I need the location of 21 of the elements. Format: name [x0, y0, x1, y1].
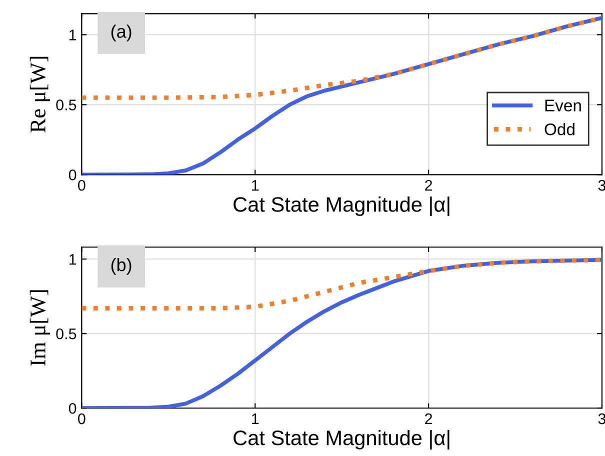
line-series: [82, 258, 602, 310]
y-axis-title: Re μ[W]: [30, 56, 50, 133]
legend-label: Even: [545, 100, 581, 112]
y-tick-label: 0.5: [56, 100, 76, 110]
annotation: (b): [111, 258, 132, 275]
x-tick-label: 1: [252, 414, 259, 424]
y-axis-title: Im μ[W]: [30, 290, 50, 366]
x-tick-label: 2: [425, 413, 432, 424]
x-axis-title: Cat State Magnitude |α|: [234, 430, 450, 450]
y-tick-label: 0: [68, 402, 76, 414]
x-tick-label: 1: [252, 180, 259, 191]
y-tick-label: 0: [68, 170, 76, 180]
annotation: (a): [111, 24, 132, 42]
legend-label: Odd: [544, 123, 574, 136]
x-axis-title: Cat State Magnitude |α|: [234, 196, 450, 216]
x-tick-label: 0: [78, 180, 86, 191]
y-tick-label: 1: [69, 254, 76, 265]
x-tick-label: 2: [425, 180, 432, 191]
x-tick-label: 0: [78, 413, 86, 424]
y-tick-label: 0.5: [56, 328, 76, 340]
y-tick-label: 1: [69, 30, 76, 40]
